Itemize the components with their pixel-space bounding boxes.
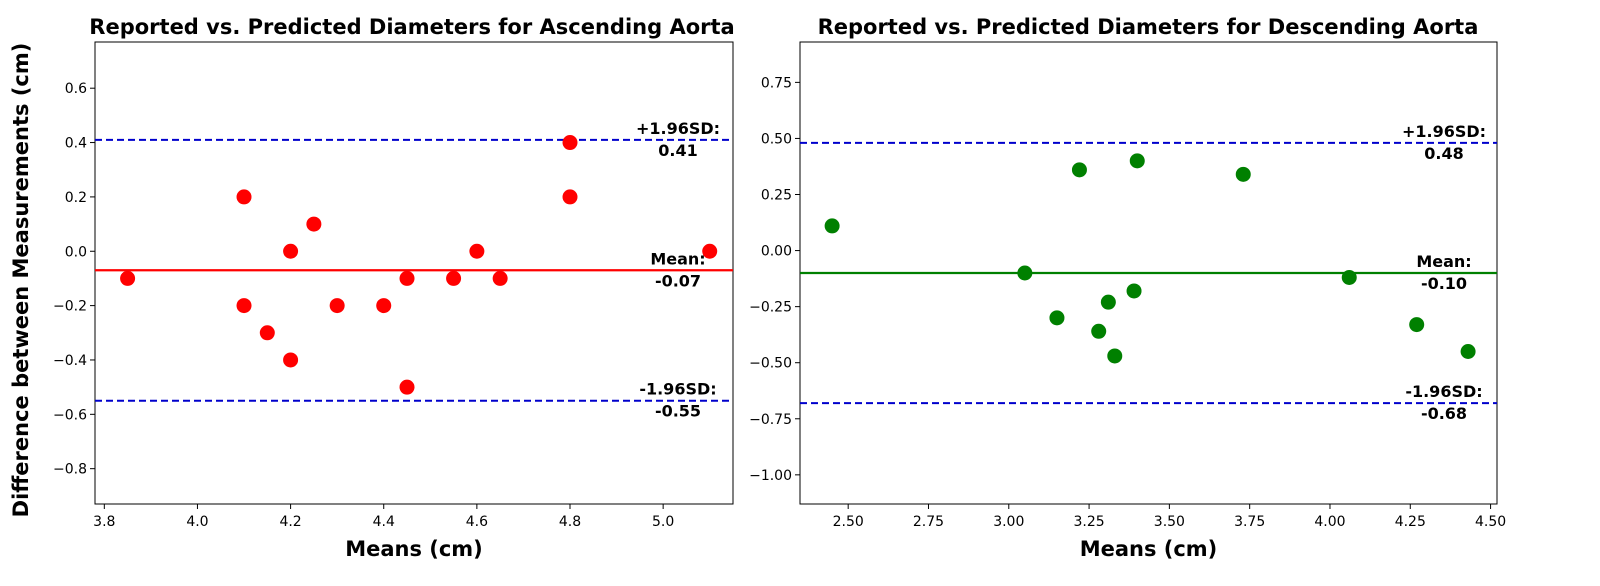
- descending-data-point: [1129, 153, 1145, 169]
- ascending-x-tick-label: 4.4: [373, 514, 395, 530]
- ascending-lower-limit-label: -1.96SD:: [639, 380, 716, 399]
- ascending-x-tick-label: 4.2: [279, 514, 301, 530]
- descending-upper-limit-value: 0.48: [1424, 144, 1463, 163]
- descending-x-tick-label: 4.25: [1395, 514, 1426, 530]
- descending-data-point: [1341, 269, 1357, 285]
- ascending-y-tick-label: 0.0: [65, 244, 87, 260]
- ascending-y-tick-label: 0.6: [65, 81, 87, 97]
- ascending-data-point: [259, 325, 275, 341]
- ascending-data-point: [236, 298, 252, 314]
- ascending-x-axis-label: Means (cm): [345, 537, 483, 561]
- ascending-x-tick-label: 3.8: [93, 514, 115, 530]
- descending-data-point: [1017, 265, 1033, 281]
- ascending-data-point: [399, 379, 415, 395]
- descending-data-point: [1049, 310, 1065, 326]
- ascending-plot-frame: [94, 41, 734, 505]
- descending-data-point: [1235, 166, 1251, 182]
- ascending-data-point: [120, 270, 136, 286]
- descending-data-point: [824, 218, 840, 234]
- descending-y-tick-label: 0.50: [761, 131, 792, 147]
- ascending-mean-label: Mean:: [650, 249, 705, 268]
- ascending-upper-limit-label: +1.96SD:: [636, 119, 720, 138]
- descending-y-tick-label: −0.75: [749, 412, 792, 428]
- descending-data-point: [1091, 323, 1107, 339]
- descending-data-point: [1460, 343, 1476, 359]
- ascending-y-tick-label: −0.6: [53, 407, 87, 423]
- descending-data-point: [1100, 294, 1116, 310]
- ascending-y-tick-label: 0.4: [65, 136, 87, 152]
- ascending-x-tick-label: 4.6: [466, 514, 488, 530]
- descending-x-tick-label: 4.50: [1475, 514, 1506, 530]
- ascending-y-tick-label: 0.2: [65, 190, 87, 206]
- descending-chart-title: Reported vs. Predicted Diameters for Des…: [818, 15, 1479, 39]
- ascending-data-point: [562, 135, 578, 151]
- ascending-chart-title: Reported vs. Predicted Diameters for Asc…: [89, 15, 734, 39]
- descending-data-point: [1126, 283, 1142, 299]
- descending-mean-label: Mean:: [1416, 252, 1471, 271]
- ascending-data-point: [306, 216, 322, 232]
- ascending-data-point: [492, 270, 508, 286]
- ascending-x-tick-label: 5.0: [652, 514, 674, 530]
- ascending-data-point: [283, 243, 299, 259]
- descending-lower-limit-label: -1.96SD:: [1405, 382, 1482, 401]
- ascending-data-point: [236, 189, 252, 205]
- ascending-lower-limit-value: -0.55: [655, 402, 701, 421]
- descending-data-point: [1107, 348, 1123, 364]
- ascending-data-point: [399, 270, 415, 286]
- shared-y-axis-label: Difference between Measurements (cm): [9, 43, 33, 518]
- descending-y-tick-label: 0.75: [761, 75, 792, 91]
- ascending-data-point: [469, 243, 485, 259]
- descending-lower-limit-value: -0.68: [1421, 404, 1467, 423]
- ascending-x-tick-label: 4.0: [186, 514, 208, 530]
- ascending-y-tick-label: −0.2: [53, 299, 87, 315]
- ascending-data-point: [283, 352, 299, 368]
- ascending-y-tick-label: −0.4: [53, 353, 87, 369]
- descending-x-tick-label: 3.00: [993, 514, 1024, 530]
- descending-y-tick-label: −0.25: [749, 300, 792, 316]
- ascending-data-point: [446, 270, 462, 286]
- ascending-x-tick-label: 4.8: [559, 514, 581, 530]
- descending-data-point: [1071, 162, 1087, 178]
- ascending-mean-value: -0.07: [655, 271, 701, 290]
- descending-upper-limit-label: +1.96SD:: [1402, 122, 1486, 141]
- descending-x-tick-label: 4.00: [1314, 514, 1345, 530]
- ascending-y-tick-label: −0.8: [53, 462, 87, 478]
- descending-x-axis-label: Means (cm): [1080, 537, 1218, 561]
- descending-mean-value: -0.10: [1421, 274, 1467, 293]
- ascending-aorta-panel: Reported vs. Predicted Diameters for Asc…: [53, 15, 735, 561]
- descending-x-tick-label: 2.75: [913, 514, 944, 530]
- descending-aorta-panel: Reported vs. Predicted Diameters for Des…: [749, 15, 1506, 561]
- descending-y-tick-label: 0.25: [761, 188, 792, 204]
- ascending-upper-limit-value: 0.41: [658, 141, 697, 160]
- ascending-data-point: [376, 298, 392, 314]
- descending-x-tick-label: 3.75: [1234, 514, 1265, 530]
- ascending-data-point: [562, 189, 578, 205]
- descending-y-tick-label: 0.00: [761, 244, 792, 260]
- descending-x-tick-label: 2.50: [833, 514, 864, 530]
- descending-x-tick-label: 3.50: [1154, 514, 1185, 530]
- descending-y-tick-label: −0.50: [749, 356, 792, 372]
- ascending-data-point: [329, 298, 345, 314]
- ascending-data-point: [702, 243, 718, 259]
- descending-data-point: [1409, 317, 1425, 333]
- descending-x-tick-label: 3.25: [1073, 514, 1104, 530]
- descending-y-tick-label: −1.00: [749, 468, 792, 484]
